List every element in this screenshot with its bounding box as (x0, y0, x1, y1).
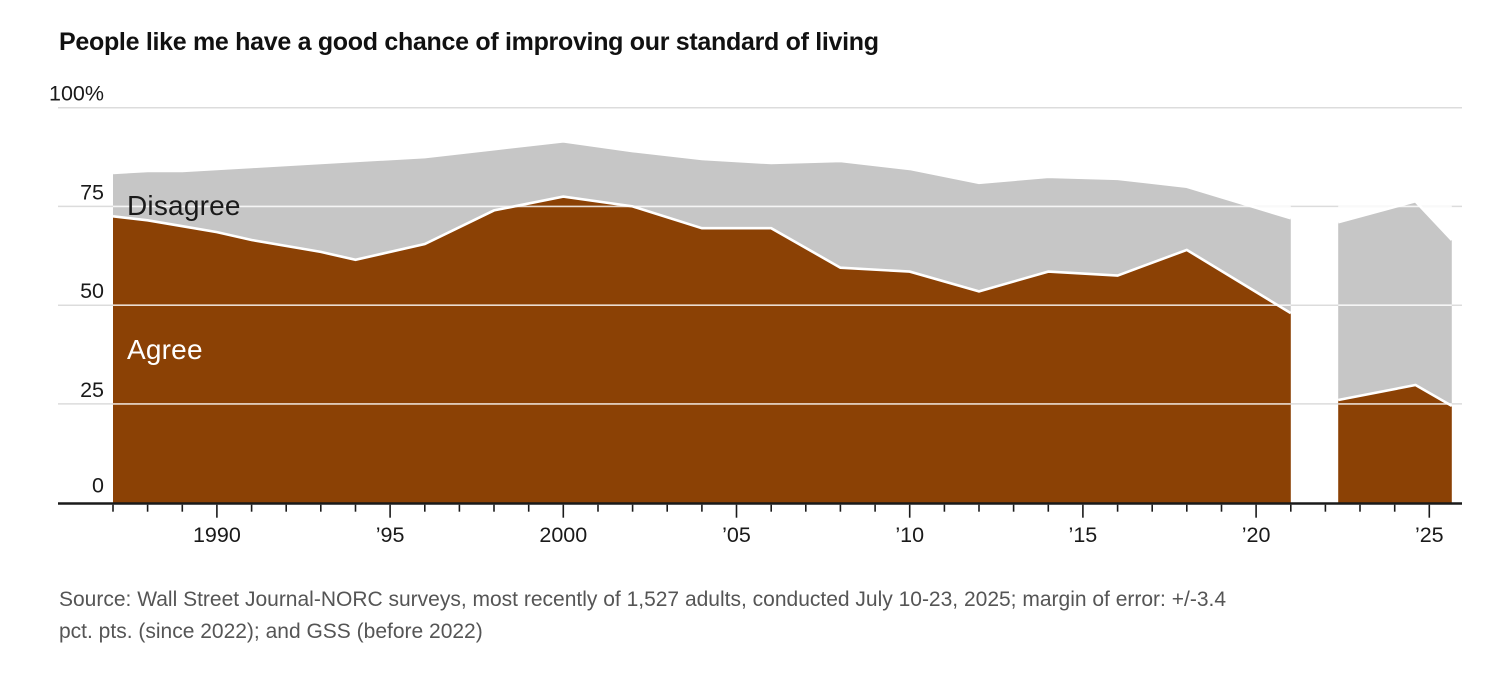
chart-source-note: Source: Wall Street Journal-NORC surveys… (59, 584, 1489, 648)
y-tick-label: 25 (80, 378, 104, 402)
x-tick-label: 2000 (539, 523, 587, 547)
agree-top-stroke (1337, 383, 1453, 408)
disagree-top-stroke (112, 139, 1292, 220)
series-label-disagree: Disagree (127, 190, 241, 221)
chart-title: People like me have a good chance of imp… (59, 28, 879, 56)
agree-area (1338, 385, 1452, 503)
chart-canvas: 1990 ’95 2000 ’05 ’10 ’15 ’20 ’25 100% 75 50 25 0 (49, 82, 1462, 547)
y-tick-label: 75 (80, 180, 104, 204)
x-tick-label: ’05 (722, 523, 751, 547)
x-tick-label: 1990 (193, 523, 241, 547)
x-tick-label: ’15 (1069, 523, 1098, 547)
source-line-2: pct. pts. (since 2022); and GSS (before … (59, 620, 483, 643)
x-tick-label: ’25 (1415, 523, 1444, 547)
x-tick-label: ’20 (1242, 523, 1271, 547)
y-tick-label: 100% (49, 82, 104, 106)
disagree-area (1338, 201, 1452, 406)
source-line-1: Source: Wall Street Journal-NORC surveys… (59, 588, 1227, 611)
series-label-agree: Agree (127, 334, 203, 365)
y-tick-label: 0 (92, 474, 104, 498)
y-tick-label: 50 (80, 279, 104, 303)
x-tick-label: ’95 (376, 523, 405, 547)
disagree-top-stroke (1337, 199, 1453, 241)
x-tick-label: ’10 (895, 523, 924, 547)
agree-top-stroke (112, 195, 1292, 315)
agree-area (113, 196, 1291, 503)
